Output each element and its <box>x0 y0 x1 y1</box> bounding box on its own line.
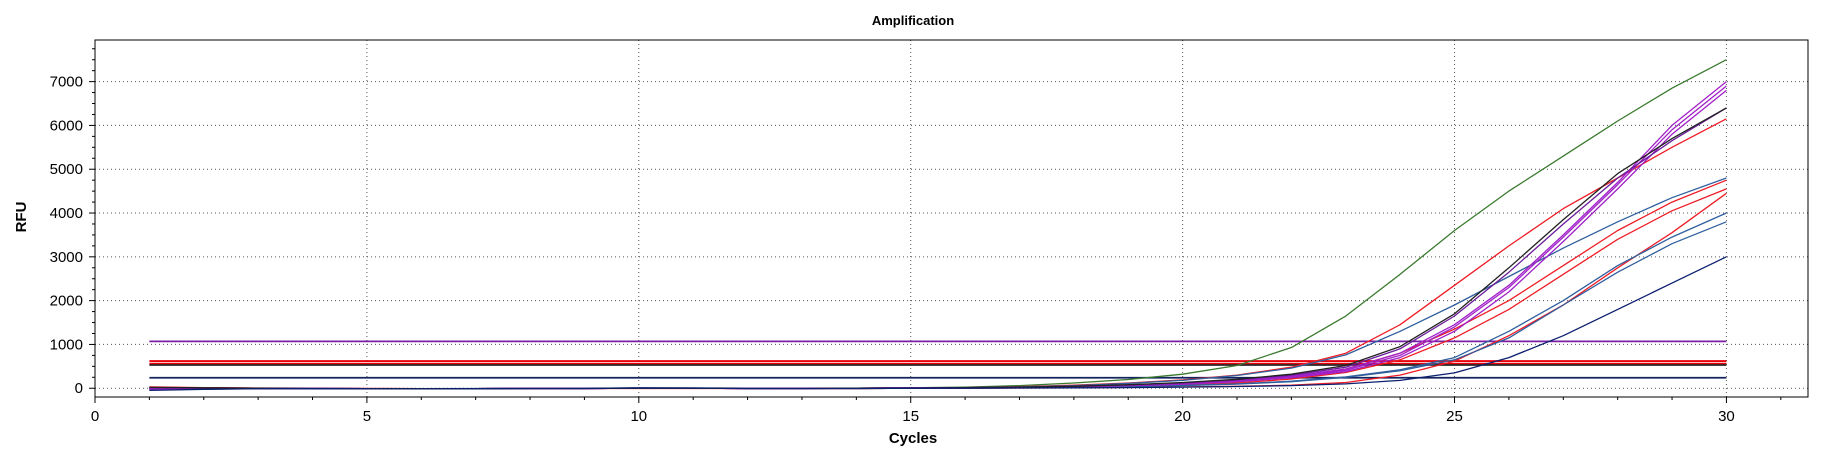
y-tick-label: 6000 <box>50 117 83 134</box>
chart-title: Amplification <box>872 13 954 28</box>
series-line <box>149 256 1727 392</box>
plot-frame <box>94 39 1809 398</box>
x-tick-label: 20 <box>1174 408 1191 425</box>
x-tick-label: 30 <box>1718 408 1735 425</box>
plot-background <box>95 40 1808 397</box>
x-tick-label: 5 <box>363 408 371 425</box>
y-tick-label: 7000 <box>50 74 83 91</box>
plot-area: 0 5 10 15 20 25 30 0 1000 2000 3000 4000 5000 6000 700… <box>50 39 1809 425</box>
y-tick-label: 5000 <box>50 161 83 178</box>
y-axis-label: RFU <box>13 202 30 233</box>
x-tick-label: 15 <box>902 408 919 425</box>
y-tick-label: 4000 <box>50 205 83 222</box>
y-tick-label: 2000 <box>50 293 83 310</box>
y-tick-label: 1000 <box>50 336 83 353</box>
y-tick-label: 3000 <box>50 249 83 266</box>
y-tick-label: 0 <box>75 380 83 397</box>
x-axis-label: Cycles <box>889 430 937 447</box>
x-tick-label: 25 <box>1446 408 1463 425</box>
x-tick-label: 0 <box>91 408 99 425</box>
x-tick-label: 10 <box>630 408 647 425</box>
